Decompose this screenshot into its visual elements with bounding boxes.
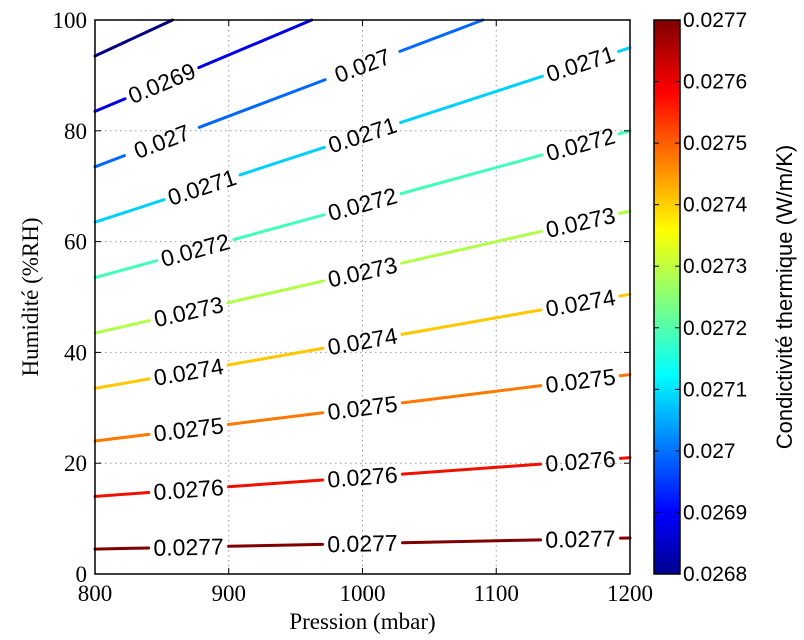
contour-label: 0.0274	[152, 353, 226, 391]
x-tick-label: 1000	[340, 581, 386, 606]
contour-line-0.0269	[197, 18, 314, 70]
colorbar-tick-label: 0.027	[683, 440, 736, 463]
contour-label: 0.0277	[153, 533, 224, 560]
contour-labels: 0.02690.0270.0270.02710.02710.02710.0272…	[124, 41, 618, 561]
contour-line-0.027	[398, 18, 485, 53]
contour-label: 0.0276	[544, 446, 616, 477]
colorbar-tick-label: 0.0275	[683, 132, 747, 155]
colorbar-title: Condictivité thermique (W/m/K)	[772, 145, 797, 449]
contour-line-0.0272	[232, 213, 326, 241]
contour-line-0.0272	[399, 153, 544, 196]
contour-line-0.0277	[400, 538, 543, 545]
contour-line-0.0272	[93, 259, 159, 280]
contour-label: 0.0273	[151, 291, 225, 332]
contour-label: 0.0276	[153, 474, 225, 505]
contour-line-0.0274	[226, 346, 325, 367]
contour-line-0.0271	[93, 198, 166, 224]
colorbar-tick-label: 0.0274	[683, 194, 748, 217]
y-tick-label: 80	[64, 119, 87, 144]
contour-line-0.027	[197, 78, 327, 129]
x-tick-label: 900	[212, 581, 247, 606]
contour-label: 0.0274	[544, 284, 618, 322]
colorbar-ticks: 0.0268 0.0269 0.027 0.0271 0.0272 0.0273 0.027…	[654, 9, 748, 586]
contour-line-0.0273	[400, 229, 544, 265]
colorbar-tick-label: 0.0273	[683, 255, 747, 278]
contour-label: 0.0275	[152, 412, 225, 446]
contour-label: 0.0272	[325, 182, 400, 226]
contour-line-0.0274	[400, 308, 543, 336]
colorbar-tick-label: 0.0272	[683, 317, 747, 340]
contour-line-0.0269	[93, 97, 127, 113]
colorbar-tick-label: 0.0271	[683, 378, 747, 401]
y-tick-label: 0	[76, 562, 88, 587]
contour-line-0.0277	[227, 542, 325, 548]
contour-line-0.0273	[618, 209, 632, 216]
contour-line-0.0275	[618, 373, 632, 378]
contour-line-0.027	[93, 154, 126, 169]
colorbar	[653, 19, 681, 575]
colorbar-tick-label: 0.0276	[683, 71, 747, 94]
contour-line-0.0273	[93, 319, 152, 335]
contour-line-0.0273	[226, 279, 325, 305]
y-axis-title: Humidité (%RH)	[18, 217, 43, 376]
contour-line-0.0276	[93, 491, 151, 498]
y-tick-label: 100	[53, 8, 88, 33]
x-tick-label: 1200	[607, 581, 653, 606]
contour-label: 0.0273	[543, 202, 617, 243]
colorbar-tick-label: 0.0277	[683, 9, 747, 32]
x-tick-label: 1100	[474, 581, 519, 606]
contour-line-0.0275	[93, 432, 151, 443]
y-tick-label: 20	[64, 451, 87, 476]
contour-label: 0.0271	[543, 41, 618, 88]
axis-ticks: 800 900 1000 1100 1200 0 20 40 60 80 100	[53, 8, 654, 606]
contour-label: 0.0277	[327, 530, 398, 557]
contour-line-0.0268	[93, 18, 175, 58]
colorbar-tick-label: 0.0268	[683, 563, 747, 586]
contour-label: 0.027	[130, 119, 193, 164]
y-tick-label: 40	[64, 340, 87, 365]
contour-line-0.0276	[400, 462, 543, 476]
contour-line-0.0276	[618, 456, 632, 460]
y-tick-label: 60	[64, 230, 87, 255]
contour-line-0.0276	[227, 478, 325, 489]
contour-line-0.0274	[93, 377, 151, 390]
contour-line-0.0277	[93, 546, 151, 551]
contour-label: 0.0276	[326, 462, 398, 493]
contour-line-0.0274	[618, 292, 632, 298]
contour-label: 0.0275	[326, 391, 399, 425]
contour-line-0.0271	[399, 74, 544, 125]
colorbar-tick-label: 0.0269	[683, 501, 747, 524]
contour-line-0.0275	[226, 411, 325, 426]
contour-label: 0.0275	[544, 363, 617, 397]
x-tick-label: 800	[78, 581, 113, 606]
contour-label: 0.0272	[543, 123, 618, 167]
contour-label: 0.0271	[165, 164, 240, 211]
contour-label: 0.0277	[545, 525, 616, 552]
x-axis-title: Pression (mbar)	[289, 609, 435, 634]
contour-label: 0.0269	[124, 58, 199, 109]
contour-label: 0.0274	[326, 322, 400, 360]
contour-line-0.0271	[617, 46, 632, 53]
contour-line-0.0275	[400, 384, 543, 405]
contour-line-0.0271	[238, 145, 326, 177]
contour-label: 0.0272	[158, 228, 233, 272]
contour-lines	[93, 18, 632, 551]
